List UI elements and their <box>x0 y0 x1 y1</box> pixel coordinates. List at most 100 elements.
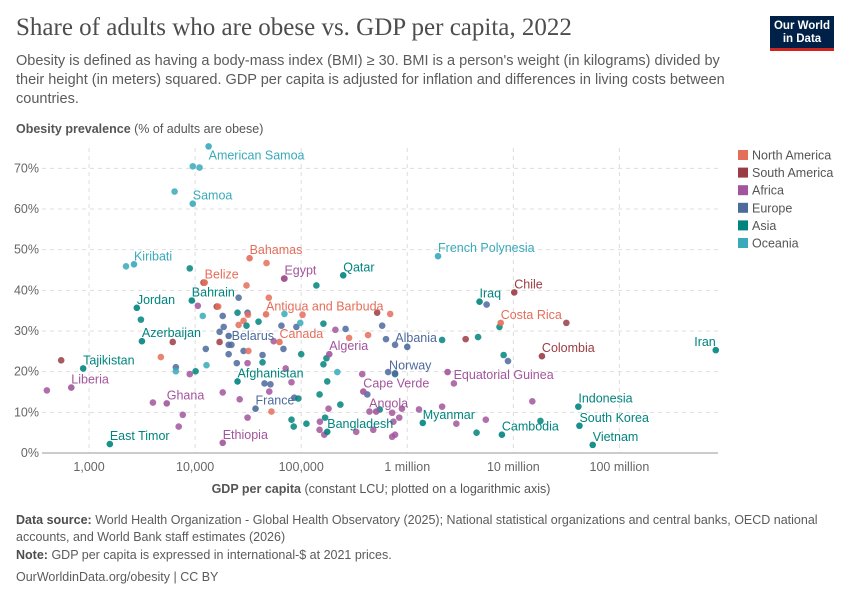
data-point[interactable] <box>225 332 232 340</box>
data-point[interactable] <box>388 409 396 417</box>
data-point[interactable] <box>386 310 394 318</box>
data-point[interactable] <box>179 411 187 419</box>
data-point[interactable] <box>345 334 353 342</box>
data-point[interactable] <box>419 419 427 427</box>
data-point[interactable] <box>106 440 114 448</box>
data-point[interactable] <box>240 347 247 355</box>
data-point[interactable] <box>243 322 250 330</box>
data-point[interactable] <box>189 163 197 170</box>
data-point[interactable] <box>288 416 295 423</box>
data-point[interactable] <box>295 395 302 402</box>
data-point[interactable] <box>234 378 241 385</box>
data-point[interactable] <box>382 335 390 343</box>
data-point[interactable] <box>278 322 285 330</box>
data-point[interactable] <box>325 350 333 358</box>
data-point[interactable] <box>203 361 210 369</box>
data-point[interactable] <box>537 417 544 425</box>
data-point[interactable] <box>261 380 268 387</box>
data-point[interactable] <box>483 301 490 308</box>
data-point[interactable] <box>462 335 469 343</box>
data-point[interactable] <box>378 322 386 330</box>
data-point[interactable] <box>234 309 241 317</box>
data-point[interactable] <box>538 352 546 360</box>
data-point[interactable] <box>395 414 403 421</box>
data-point[interactable] <box>360 388 367 395</box>
data-point[interactable] <box>323 428 331 436</box>
data-point[interactable] <box>233 359 241 367</box>
data-point[interactable] <box>259 359 266 366</box>
data-point[interactable] <box>712 346 720 354</box>
data-point[interactable] <box>482 416 490 423</box>
data-point[interactable] <box>43 387 51 394</box>
data-point[interactable] <box>194 302 202 310</box>
data-point[interactable] <box>576 422 583 430</box>
data-point[interactable] <box>199 312 207 320</box>
data-point[interactable] <box>244 359 251 367</box>
data-point[interactable] <box>497 319 505 327</box>
data-point[interactable] <box>434 252 442 260</box>
data-point[interactable] <box>474 333 482 341</box>
data-point[interactable] <box>175 423 183 430</box>
data-point[interactable] <box>282 365 289 372</box>
data-point[interactable] <box>391 341 399 349</box>
data-point[interactable] <box>225 350 232 358</box>
data-point[interactable] <box>137 316 145 323</box>
data-point[interactable] <box>498 431 506 439</box>
data-point[interactable] <box>265 388 273 395</box>
data-point[interactable] <box>323 378 331 385</box>
data-point[interactable] <box>373 309 381 317</box>
data-point[interactable] <box>391 431 399 439</box>
data-point[interactable] <box>320 320 327 327</box>
data-point[interactable] <box>316 391 323 398</box>
legend-item-eu[interactable]: Europe <box>738 201 792 215</box>
owid-logo[interactable]: Our World in Data <box>770 16 834 51</box>
data-point[interactable] <box>281 310 288 318</box>
data-point[interactable] <box>267 380 274 388</box>
data-point[interactable] <box>192 367 199 375</box>
data-point[interactable] <box>290 423 298 430</box>
data-point[interactable] <box>262 311 270 318</box>
data-point[interactable] <box>444 368 451 376</box>
source-link[interactable]: OurWorldinData.org/obesity | CC BY <box>16 570 219 584</box>
data-point[interactable] <box>57 356 65 364</box>
data-point[interactable] <box>268 408 275 415</box>
data-point[interactable] <box>149 399 157 406</box>
data-point[interactable] <box>391 369 399 377</box>
data-point[interactable] <box>133 304 141 312</box>
data-point[interactable] <box>220 323 228 331</box>
data-point[interactable] <box>265 294 273 301</box>
data-point[interactable] <box>313 282 320 289</box>
data-point[interactable] <box>589 441 597 449</box>
data-point[interactable] <box>243 282 250 289</box>
data-point[interactable] <box>415 406 423 413</box>
data-point[interactable] <box>332 326 339 334</box>
data-point[interactable] <box>214 303 222 310</box>
data-point[interactable] <box>240 317 247 325</box>
data-point[interactable] <box>450 380 458 387</box>
data-point[interactable] <box>476 298 483 306</box>
data-point[interactable] <box>316 418 324 425</box>
data-point[interactable] <box>263 259 270 267</box>
legend-item-af[interactable]: Africa <box>738 184 784 198</box>
data-point[interactable] <box>453 420 460 428</box>
data-point[interactable] <box>288 378 295 386</box>
data-point[interactable] <box>339 271 347 279</box>
data-point[interactable] <box>79 365 87 372</box>
data-point[interactable] <box>259 351 266 359</box>
data-point[interactable] <box>316 426 323 434</box>
data-point[interactable] <box>342 325 349 333</box>
data-point[interactable] <box>563 319 570 327</box>
data-point[interactable] <box>245 347 252 355</box>
data-point[interactable] <box>297 350 305 358</box>
data-point[interactable] <box>473 429 480 436</box>
data-point[interactable] <box>252 405 259 412</box>
data-point[interactable] <box>321 414 329 421</box>
legend-item-na[interactable]: North America <box>738 149 831 163</box>
data-point[interactable] <box>390 418 397 425</box>
data-point[interactable] <box>384 368 392 376</box>
data-point[interactable] <box>138 337 146 345</box>
data-point[interactable] <box>334 368 341 376</box>
data-point[interactable] <box>246 254 253 262</box>
data-point[interactable] <box>219 439 227 447</box>
data-point[interactable] <box>235 321 242 329</box>
